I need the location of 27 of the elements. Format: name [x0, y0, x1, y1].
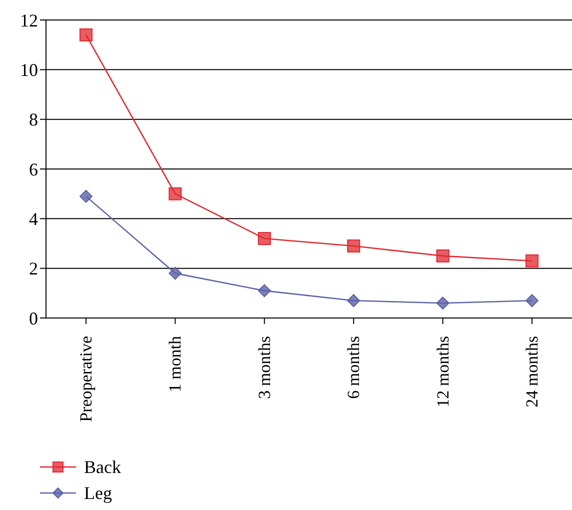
point — [80, 28, 92, 42]
point — [168, 266, 182, 280]
y-tick-label: 2 — [29, 258, 38, 279]
point — [168, 187, 182, 200]
x-tick-label: 6 months — [344, 336, 364, 399]
point — [436, 249, 450, 262]
legend-label: Back — [84, 456, 121, 478]
point — [347, 239, 360, 252]
point — [347, 294, 360, 308]
y-tick-label: 4 — [29, 209, 38, 230]
x-tick-label: 3 months — [254, 336, 274, 399]
point — [258, 232, 271, 246]
x-tick-label: 1 month — [166, 336, 185, 392]
point — [258, 284, 271, 298]
point — [526, 294, 538, 308]
x-tick-label: Preoperative — [76, 336, 96, 422]
y-tick-label: 0 — [29, 308, 38, 328]
point — [436, 296, 450, 310]
y-tick-label: 6 — [29, 159, 38, 180]
point — [526, 254, 538, 268]
x-tick-label: 12 months — [433, 336, 452, 408]
x-tick-label: 24 months — [522, 336, 542, 408]
point — [80, 190, 92, 203]
y-tick-label: 10 — [20, 60, 38, 80]
y-tick-label: 12 — [20, 10, 38, 30]
legend-label: Leg — [84, 482, 112, 504]
y-tick-label: 8 — [29, 110, 38, 130]
